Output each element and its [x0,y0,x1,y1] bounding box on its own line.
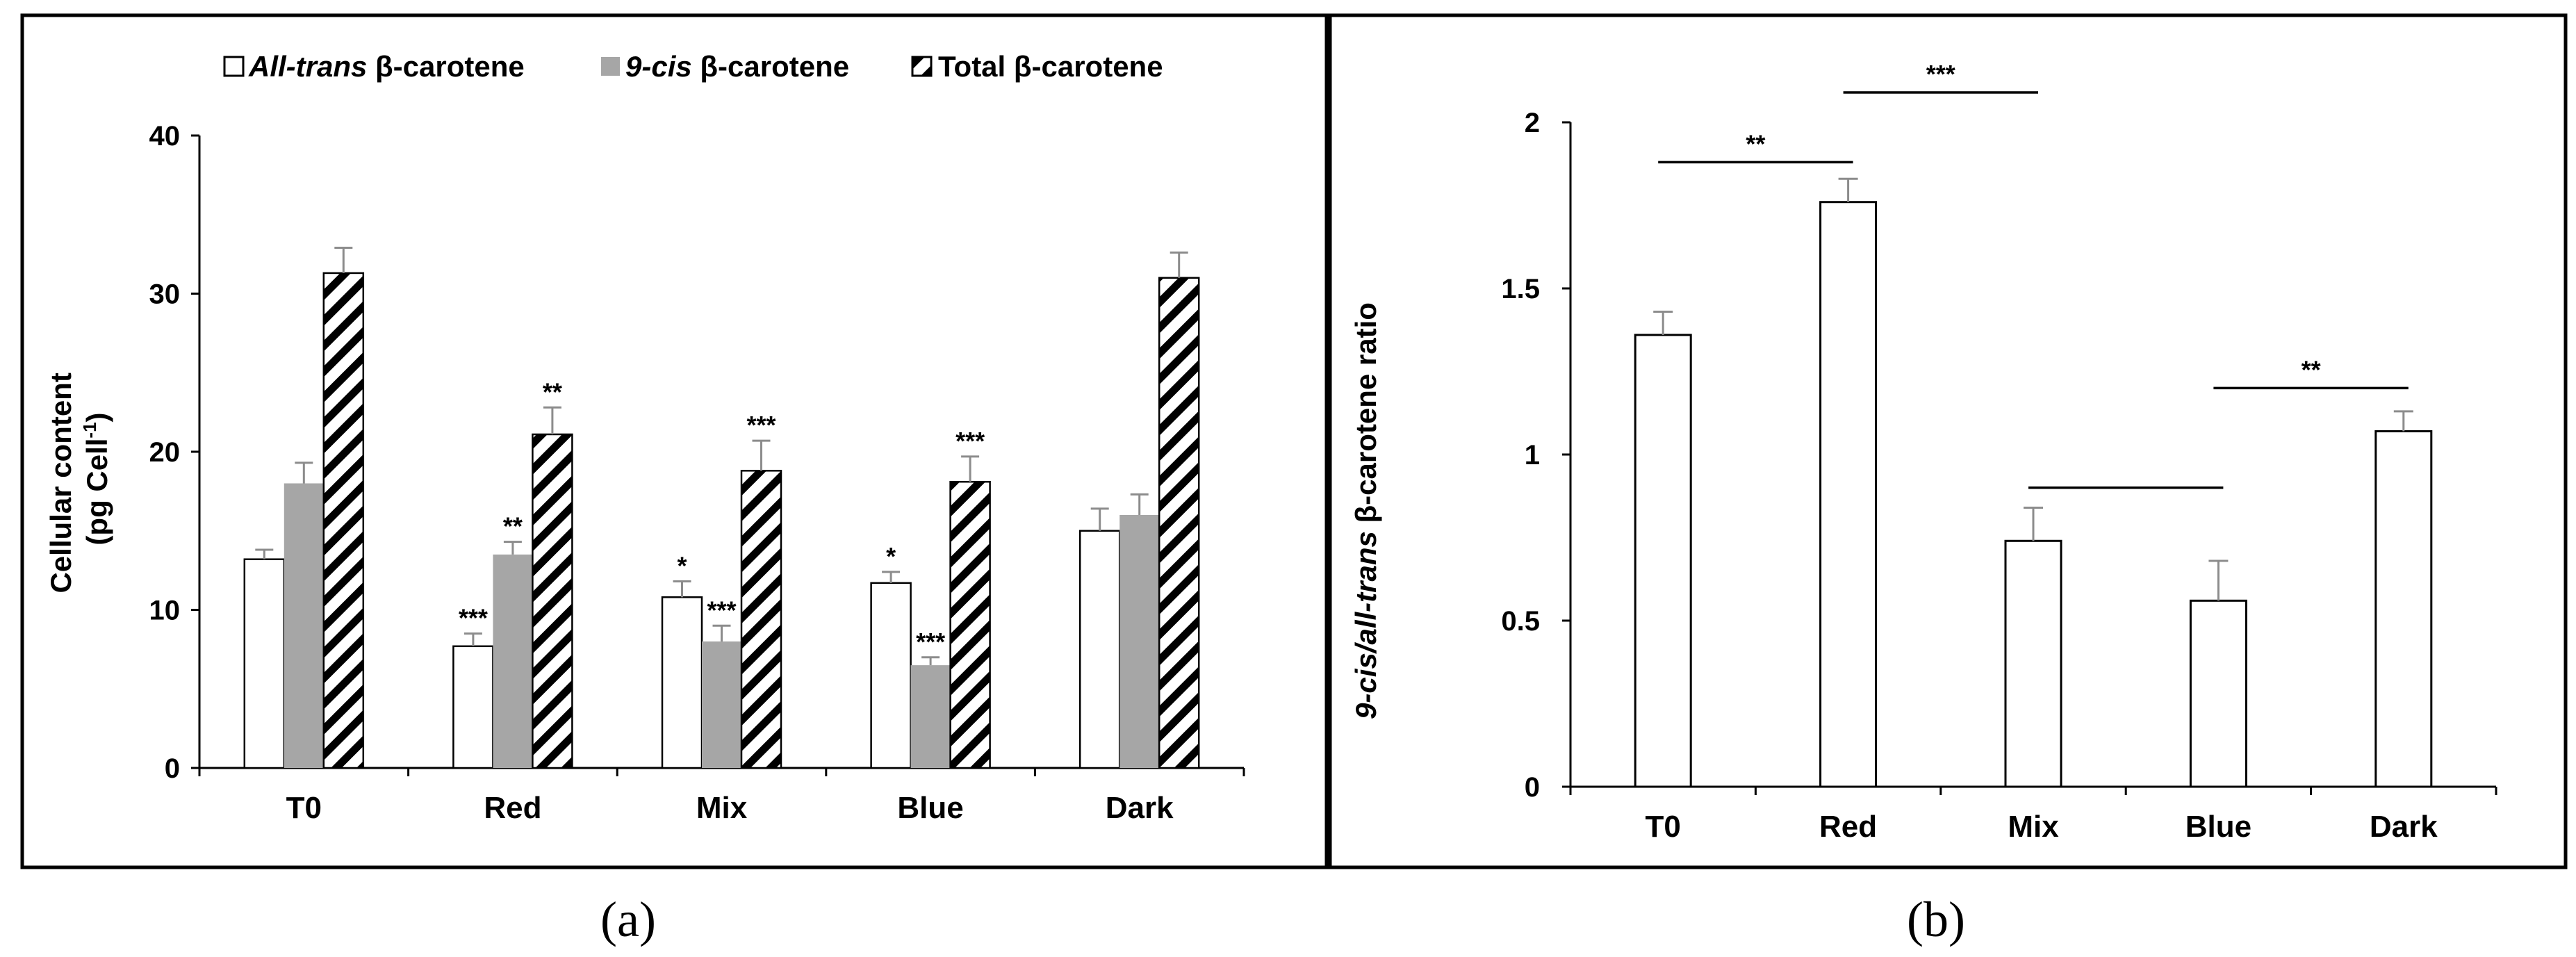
legend-swatch-gray [601,57,620,76]
legend-item-all-trans: All-trans β-carotene [223,50,525,83]
y-tick-label-b-3: 1.5 [1501,274,1540,304]
y-tick-label-a-0: 0 [165,753,180,784]
y-tick-label-a-3: 30 [149,279,181,310]
comparison-label-b-3: ** [2302,355,2321,384]
y-axis-title-a-sup: -1 [79,422,100,438]
bar-a-s2-dark [1158,277,1200,769]
bar-a-s2-blue [949,480,991,769]
bar-a-s0-dark [1078,530,1121,769]
panel-b-chart: 9-cis/all-trans β-carotene ratio 0 0.5 1 1.… [1328,13,2568,947]
y-tick-label-b-0: 0 [1525,772,1540,803]
y-tick-label-b-4: 2 [1525,108,1540,138]
sig-label-a-s1-blue: *** [916,628,945,656]
bar-a-s1-blue [910,665,951,768]
bar-a-s2-mix [740,470,782,769]
sig-label-a-s1-mix: *** [707,596,736,624]
panel-b-label: (b) [1907,892,1965,947]
x-category-label-a-4: Dark [1106,791,1174,825]
x-category-label-b-4: Dark [2370,810,2438,844]
comparison-label-b-1: *** [1926,60,1955,88]
svg-text:Total β-carotene: Total β-carotene [938,50,1163,83]
y-tick-label-a-2: 20 [149,437,181,468]
x-category-label-b-3: Blue [2185,810,2251,844]
legend-item-total: Total β-carotene [911,50,1163,83]
bar-a-s2-red [532,433,573,769]
y-axis-title-b: 9-cis/all-trans β-carotene ratio [1349,302,1382,719]
sig-label-a-s2-red: ** [543,377,562,406]
x-category-label-a-0: T0 [286,791,322,825]
legend-swatch-white [223,56,245,77]
bar-a-s1-red [493,554,533,768]
bar-b-t0 [1634,334,1692,788]
svg-text:All-trans β-carotene: All-trans β-carotene [248,50,525,83]
bar-a-s0-red [452,645,494,769]
bar-b-mix [2004,539,2062,788]
sig-label-a-s1-red: ** [503,512,523,541]
bar-b-dark [2374,430,2433,788]
y-tick-label-b-2: 1 [1525,440,1540,471]
x-category-label-a-2: Mix [696,791,748,825]
y-axis-title-a-suffix: ) [81,412,113,422]
y-axis-title-b-italic: 9-cis/all-trans [1349,531,1382,719]
legend-a-2-rest: Total β-carotene [938,50,1163,83]
comparison-label-b-0: ** [1746,129,1765,158]
bar-a-s0-t0 [243,558,286,769]
legend-a: All-trans β-carotene 9-cis β-carotene To… [223,50,1163,83]
y-tick-label-a-1: 10 [149,596,181,626]
bar-a-s0-blue [870,582,912,769]
y-axis-title-a: Cellular content (pg Cell-1) [44,364,113,593]
sig-label-a-s0-blue: * [886,542,896,571]
sig-label-a-s0-red: *** [459,604,488,632]
y-axis-title-b-rest: β-carotene ratio [1349,302,1382,531]
bar-b-blue [2189,599,2247,788]
svg-text:9-cis β-carotene: 9-cis β-carotene [625,50,849,83]
sig-label-a-s2-blue: *** [955,427,985,455]
panel-b-frame [1328,13,2568,869]
legend-a-0-rest: β-carotene [367,50,524,83]
sig-label-a-s0-mix: * [677,552,687,580]
y-axis-title-a-line1: Cellular content [44,373,77,593]
sig-label-a-s2-mix: *** [746,411,776,439]
legend-item-9-cis: 9-cis β-carotene [601,50,849,83]
y-tick-label-b-1: 0.5 [1501,606,1540,637]
y-axis-title-a-line2: (pg Cell [81,439,113,546]
panel-a-label: (a) [600,892,656,947]
legend-a-1-italic: 9-cis [625,50,692,83]
legend-a-0-italic: All-trans [248,50,367,83]
x-category-label-a-1: Red [484,791,541,825]
panel-a-chart: All-trans β-carotene 9-cis β-carotene To… [20,13,1329,947]
bar-a-s0-mix [661,596,703,769]
x-category-label-a-3: Blue [897,791,963,825]
bar-a-s1-t0 [284,483,324,768]
x-category-label-b-1: Red [1819,810,1877,844]
x-category-label-b-2: Mix [2008,810,2059,844]
y-tick-label-a-4: 40 [149,121,181,152]
bar-a-s1-dark [1119,515,1160,768]
bar-b-red [1819,201,1878,788]
legend-swatch-hatch [911,56,933,77]
x-category-label-b-0: T0 [1646,810,1681,844]
bar-a-s1-mix [702,641,741,768]
bar-a-s2-t0 [322,272,365,769]
legend-a-1-rest: β-carotene [692,50,849,83]
